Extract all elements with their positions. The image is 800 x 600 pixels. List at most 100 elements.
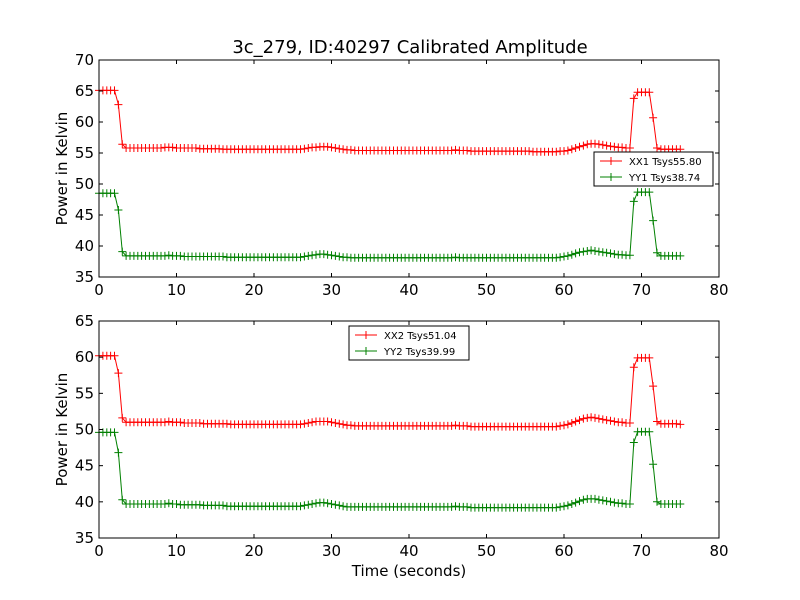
data-point: [312, 250, 320, 259]
y-tick-label: 60: [75, 348, 94, 366]
data-point: [114, 448, 123, 457]
data-point: [304, 251, 313, 260]
data-point: [552, 503, 561, 512]
x-tick-label: 40: [399, 281, 418, 299]
top-panel: 0 10 20 30 40 50 60 70 80 35 40 45 50 55 60 65 70 Power i…: [53, 51, 729, 299]
data-point: [567, 145, 576, 154]
data-point: [114, 369, 123, 378]
data-point: [567, 250, 576, 259]
data-point: [168, 143, 177, 152]
data-point: [157, 144, 165, 152]
data-point: [598, 415, 607, 424]
legend-entry: XX2 Tsys51.04: [355, 331, 457, 342]
data-point: [594, 414, 603, 423]
data-point: [610, 417, 619, 426]
data-point: [118, 247, 127, 256]
data-point: [649, 216, 658, 225]
data-point: [463, 421, 472, 430]
y-tick-label: 60: [75, 113, 94, 131]
data-point: [625, 251, 634, 260]
data-point: [591, 139, 599, 148]
data-point: [645, 188, 654, 197]
x-tick-label: 60: [554, 281, 573, 299]
data-point: [583, 413, 592, 422]
y-tick-label: 50: [75, 175, 94, 193]
data-point: [625, 500, 634, 508]
data-point: [579, 141, 588, 150]
data-point: [618, 418, 627, 427]
data-point: [598, 496, 607, 505]
legend-label: XX2 Tsys51.04: [384, 331, 457, 342]
legend-entry: YY2 Tsys39.99: [355, 347, 455, 358]
data-point: [304, 500, 313, 509]
x-tick-label: 50: [477, 281, 496, 299]
data-point: [606, 142, 615, 151]
legend-entry: YY1 Tsys38.74: [600, 173, 700, 184]
data-point: [618, 250, 627, 259]
data-point: [563, 146, 572, 155]
x-tick-label: 50: [477, 542, 496, 560]
data-point: [308, 418, 317, 427]
data-point: [164, 499, 173, 508]
data-point: [645, 427, 654, 436]
x-tick-label: 20: [244, 281, 263, 299]
data-point: [327, 143, 336, 152]
legend-marker: [607, 173, 615, 181]
data-point: [222, 419, 231, 428]
data-point: [591, 247, 599, 255]
data-point: [335, 144, 344, 153]
data-point: [676, 420, 685, 429]
data-point: [560, 147, 568, 156]
x-tick-label: 40: [399, 542, 418, 560]
legend-box: [348, 325, 470, 361]
data-point: [308, 500, 317, 508]
data-point: [645, 353, 654, 362]
data-point: [110, 189, 119, 198]
y-tick-label: 65: [75, 312, 94, 330]
data-point: [319, 498, 328, 507]
data-point: [556, 502, 565, 511]
data-point: [552, 422, 561, 431]
y-tick-label: 70: [75, 51, 94, 69]
data-point: [676, 500, 685, 508]
data-point: [563, 251, 572, 260]
data-point: [114, 206, 123, 214]
data-point: [618, 143, 627, 152]
legend: XX1 Tsys55.80 YY1 Tsys38.74: [593, 151, 714, 187]
data-point: [451, 421, 460, 430]
data-point: [110, 86, 119, 95]
data-point: [625, 144, 634, 152]
data-point: [567, 419, 576, 427]
x-tick-label: 80: [709, 281, 728, 299]
legend-entry: XX1 Tsys55.80: [600, 157, 702, 168]
data-point: [176, 251, 185, 260]
data-point: [560, 421, 568, 430]
legend-box: [593, 151, 714, 187]
data-point: [602, 248, 611, 257]
data-point: [672, 419, 681, 428]
data-point: [160, 418, 169, 427]
data-point: [195, 500, 204, 509]
data-point: [649, 382, 658, 391]
data-point: [118, 140, 127, 149]
data-point: [602, 497, 611, 506]
data-point: [346, 421, 355, 430]
data-point: [110, 351, 119, 360]
data-point: [118, 495, 127, 504]
y-tick-label: 65: [75, 82, 94, 100]
data-point: [579, 414, 588, 423]
data-point: [343, 253, 351, 262]
y-tick-label: 35: [75, 529, 94, 547]
data-point: [300, 419, 309, 428]
data-point: [331, 251, 340, 260]
data-point: [160, 251, 169, 260]
x-tick-label: 0: [94, 542, 104, 560]
data-point: [606, 497, 615, 506]
data-point: [304, 419, 313, 427]
x-tick-label: 10: [167, 281, 186, 299]
data-point: [323, 142, 332, 151]
data-point: [323, 499, 332, 508]
data-point: [587, 246, 596, 255]
data-point: [575, 248, 584, 257]
